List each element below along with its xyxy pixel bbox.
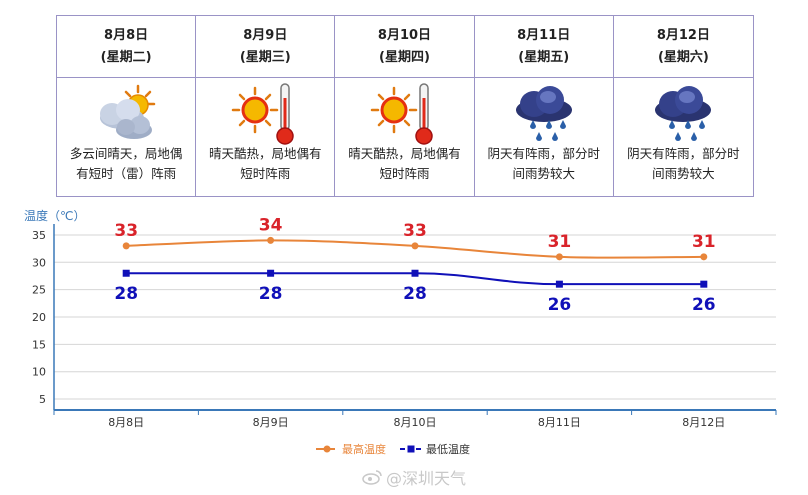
data-label: 26 [548,295,572,315]
x-tick-label: 8月9日 [253,416,289,429]
partly-cloudy-thunder-icon [100,84,156,139]
data-label: 34 [259,215,283,235]
watermark-text: @深圳天气 [386,469,467,488]
dark-cloud-rain-icon [655,86,712,141]
watermark: @深圳天气 [362,465,466,489]
weather-desc-line1: 阴天有阵雨，部分时 [627,146,740,161]
data-label: 28 [403,284,427,304]
series-low-temp: 28 28 28 26 26 [114,269,716,315]
y-tick-label: 10 [32,366,46,379]
y-tick-label: 5 [39,393,46,406]
day-header: 8月11日 (星期五) [474,16,613,78]
chart-gridlines [54,234,776,400]
data-point[interactable] [411,269,419,277]
legend-marker [407,445,415,453]
legend-marker [323,445,331,453]
data-point[interactable] [411,242,419,250]
y-tick-label: 25 [32,284,46,297]
legend-label: 最低温度 [426,442,470,456]
day-weekday: (星期二) [100,49,152,65]
data-label: 28 [114,284,138,304]
forecast-day-1: 8月8日 (星期二) 多云间晴天，局地偶 有短时（雷）阵雨 [57,16,197,196]
day-date: 8月11日 [517,27,571,43]
weather-desc-line1: 阴天有阵雨，部分时 [487,146,600,161]
legend-item-high[interactable]: 最高温度 [316,442,386,456]
data-label: 26 [692,295,716,315]
weather-desc-line1: 晴天酷热，局地偶有 [209,146,322,161]
day-date: 8月12日 [656,27,710,43]
data-point[interactable] [555,280,563,288]
y-tick-label: 30 [32,256,46,269]
series-layer: 33 34 33 31 31 28 28 28 26 26 [114,215,715,315]
data-label: 33 [114,221,138,241]
sunny-hot-thermometer-icon [371,83,434,145]
x-tick-label: 8月10日 [394,416,437,429]
day-date: 8月9日 [243,27,288,43]
data-label: 33 [403,221,427,241]
weibo-logo-icon [362,470,382,485]
day-weekday: (星期五) [518,49,570,65]
dark-cloud-rain-icon [515,86,572,141]
forecast-day-4: 8月11日 (星期五) 阴天有阵雨，部分时 间雨势较大 [474,16,614,196]
data-point[interactable] [267,269,275,277]
forecast-day-2: 8月9日 (星期三) 晴天酷热，局地偶有 短时阵雨 [196,16,336,196]
data-point[interactable] [122,269,130,277]
weather-desc-line2: 间雨势较大 [652,166,715,181]
day-header: 8月8日 (星期二) [57,16,196,78]
day-weekday: (星期三) [239,49,291,65]
forecast-day-3: 8月10日 (星期四) 晴天酷热，局地偶有 短时阵雨 [335,16,475,196]
x-tick-label: 8月11日 [538,416,581,429]
data-point[interactable] [267,236,275,244]
y-tick-label: 35 [32,229,46,242]
legend-item-low[interactable]: 最低温度 [400,442,470,456]
day-date: 8月8日 [104,27,149,43]
day-weekday: (星期四) [379,49,430,65]
y-tick-label: 20 [32,311,46,324]
data-point[interactable] [555,253,563,261]
day-header: 8月9日 (星期三) [196,16,335,78]
series-high-temp: 33 34 33 31 31 [114,215,716,261]
day-header: 8月12日 (星期六) [613,16,753,78]
day-weekday: (星期六) [657,49,709,65]
x-tick-label: 8月8日 [108,416,144,429]
weather-desc-line2: 间雨势较大 [512,166,575,181]
data-point[interactable] [122,242,130,250]
sunny-hot-thermometer-icon [232,83,295,145]
weather-desc-line2: 短时阵雨 [379,166,430,181]
forecast-panel: 8月8日 (星期二) 多云间晴天，局地偶 有短时（雷）阵雨 [56,15,754,197]
data-label: 31 [692,232,716,252]
data-label: 28 [259,284,283,304]
legend-label: 最高温度 [342,442,386,456]
y-axis-label: 温度（℃） [24,208,85,223]
y-tick-label: 15 [32,338,46,351]
data-label: 31 [548,232,572,252]
day-date: 8月10日 [377,27,432,43]
chart-legend[interactable]: 最高温度 最低温度 [316,442,470,456]
forecast-day-5: 8月12日 (星期六) 阴天有阵雨，部分时 间雨势较大 [613,16,753,196]
x-tick-label: 8月12日 [682,416,725,429]
weather-desc-line2: 有短时（雷）阵雨 [76,166,177,181]
weather-desc-line1: 多云间晴天，局地偶 [69,146,183,161]
data-point[interactable] [700,280,708,288]
weather-desc-line1: 晴天酷热，局地偶有 [348,146,461,161]
y-axis-ticks: 5 10 15 20 25 30 35 [32,229,46,406]
data-point[interactable] [700,253,708,261]
x-axis: 8月8日 8月9日 8月10日 8月11日 8月12日 [53,224,777,429]
day-header: 8月10日 (星期四) [335,16,474,78]
weather-desc-line2: 短时阵雨 [240,166,291,181]
